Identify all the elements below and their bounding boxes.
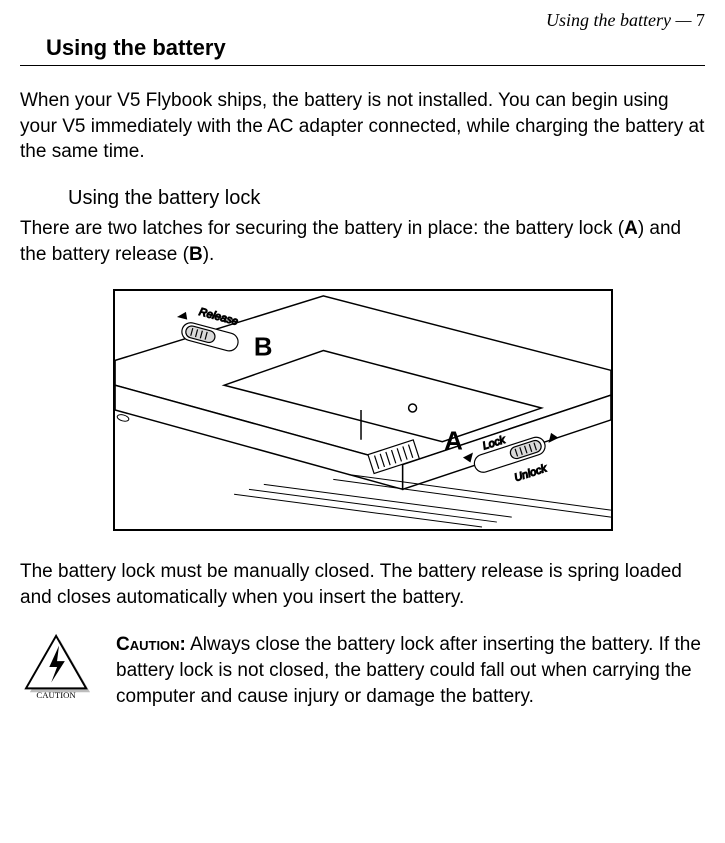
caution-label: Caution: — [116, 634, 186, 655]
latch-text-before: There are two latches for securing the b… — [20, 218, 624, 239]
figure-label-a: A — [444, 428, 463, 456]
subsection-title: Using the battery lock — [68, 187, 705, 210]
section-title: Using the battery — [46, 35, 226, 60]
figure-label-b: B — [253, 334, 272, 362]
running-title: Using the battery — — [546, 10, 692, 30]
page: Using the battery — 7 Using the battery … — [0, 0, 725, 729]
caution-block: CAUTION Caution: Always close the batter… — [20, 632, 705, 709]
intro-paragraph: When your V5 Flybook ships, the battery … — [20, 88, 705, 165]
post-figure-paragraph: The battery lock must be manually closed… — [20, 559, 705, 610]
caution-body: Always close the battery lock after inse… — [116, 634, 701, 706]
caution-icon-label: CAUTION — [36, 691, 76, 701]
label-a: A — [624, 218, 638, 239]
label-b: B — [189, 244, 203, 265]
battery-diagram-svg: Release B — [115, 291, 611, 529]
caution-text: Caution: Always close the battery lock a… — [116, 632, 705, 709]
page-number: 7 — [696, 10, 705, 30]
running-header: Using the battery — 7 — [20, 10, 705, 31]
latch-paragraph: There are two latches for securing the b… — [20, 216, 705, 267]
latch-text-after: ). — [203, 244, 215, 265]
battery-diagram: Release B — [113, 289, 613, 531]
section-title-row: Using the battery — [20, 35, 705, 66]
caution-icon: CAUTION — [20, 632, 98, 705]
